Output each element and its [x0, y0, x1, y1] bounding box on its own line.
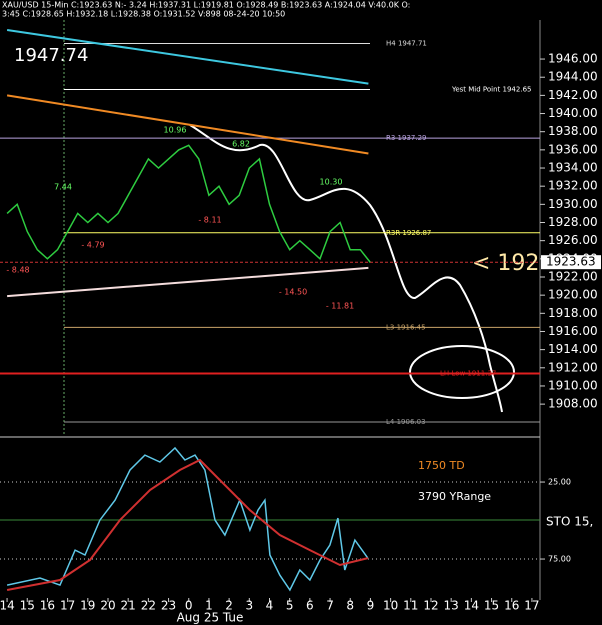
candle-annotation: - 8.48: [6, 266, 29, 275]
x-tick-label: 10: [383, 599, 398, 613]
x-tick-label: 22: [141, 599, 156, 613]
candle-annotation: 10.96: [164, 126, 187, 135]
x-tick-label: 15: [20, 599, 35, 613]
x-tick-label: 4: [266, 599, 274, 613]
y-tick-label: 1928.00: [548, 215, 598, 229]
x-tick-label: 17: [60, 599, 75, 613]
note: 3790 YRange: [418, 490, 491, 503]
level-label: L3 1916.45: [386, 323, 426, 331]
x-tick-label: 14: [464, 599, 479, 613]
series-line: [6, 144, 371, 263]
level-label: H4 1947.71: [386, 40, 427, 48]
candle-annotation: - 8.11: [198, 216, 221, 225]
y-tick-label: 1914.00: [548, 342, 598, 356]
x-tick-label: 5: [286, 599, 294, 613]
y-tick-label: 1912.00: [548, 360, 598, 374]
x-tick-label: 11: [403, 599, 418, 613]
projection-drawing: [189, 124, 503, 413]
y-tick-label: 1918.00: [548, 306, 598, 320]
x-tick-label: 17: [524, 599, 539, 613]
level-label: R3R 1926.87: [386, 229, 431, 237]
level-label: L4 1906.03: [386, 418, 426, 426]
x-tick-label: 0: [185, 599, 193, 613]
x-tick-label: 23: [161, 599, 176, 613]
header-line: XAU/USD 15-Min C:1923.63 N:- 3.24 H:1937…: [2, 1, 410, 10]
x-tick-label: 1: [205, 599, 213, 613]
y-tick-label: 1942.00: [548, 88, 598, 102]
x-tick-label: 7: [326, 599, 334, 613]
series-line: [6, 94, 369, 155]
series-line: [7, 266, 369, 298]
y-tick-label: 1926.00: [548, 233, 598, 247]
note: 1750 TD: [418, 459, 465, 472]
y-tick-label: 1930.00: [548, 197, 598, 211]
y-tick-label: 75.00: [548, 555, 571, 564]
price-box: [541, 255, 601, 270]
candle-annotation: - 4.79: [81, 241, 104, 250]
x-tick-label: 15: [484, 599, 499, 613]
x-tick-label: 3: [245, 599, 253, 613]
level-label: Yest Mid Point 1942.65: [451, 85, 531, 93]
y-tick-label: 1946.00: [548, 52, 598, 66]
candle-annotation: - 11.81: [326, 302, 354, 311]
x-tick-label: 12: [423, 599, 438, 613]
y-tick-label: 1936.00: [548, 142, 598, 156]
x-tick-label: 14: [0, 599, 15, 613]
candle-annotation: - 14.50: [279, 288, 307, 297]
series-line: [6, 446, 369, 592]
x-tick-label: 6: [306, 599, 314, 613]
toolbar: [0, 0, 602, 18]
y-tick-label: 1938.00: [548, 124, 598, 138]
y-tick-label: 1916.00: [548, 324, 598, 338]
highlight-circle: [409, 345, 515, 399]
axis-label: STO 15,: [546, 515, 593, 529]
price-label: 1923.63: [546, 255, 596, 269]
x-tick-label: 8: [346, 599, 354, 613]
x-tick-label: 16: [40, 599, 55, 613]
x-tick-label: 13: [444, 599, 459, 613]
date-label: Aug 25 Tue: [177, 611, 244, 625]
y-tick-label: 1940.00: [548, 106, 598, 120]
y-tick-label: 1922.00: [548, 269, 598, 283]
x-tick-label: 19: [80, 599, 95, 613]
y-tick-label: 1932.00: [548, 179, 598, 193]
series-line: [6, 29, 369, 85]
x-tick-label: 9: [367, 599, 375, 613]
level-label: R3 1937.29: [386, 134, 427, 142]
y-tick-label: 1944.00: [548, 70, 598, 84]
level-label: LH Low 1911.37: [440, 370, 496, 378]
x-tick-label: 2: [225, 599, 233, 613]
header-line: 3:45 C:1928.65 H:1932.18 L:1928.38 O:193…: [2, 10, 285, 19]
y-tick-label: 1908.00: [548, 397, 598, 411]
high-label: 1947.74: [14, 45, 88, 66]
candle-annotation: 7.44: [54, 183, 72, 192]
y-tick-label: 25.00: [548, 478, 571, 487]
x-tick-label: 20: [100, 599, 115, 613]
y-tick-label: 1910.00: [548, 378, 598, 392]
candle-annotation: 6.82: [232, 140, 250, 149]
series-line: [6, 458, 369, 591]
y-tick-label: 1934.00: [548, 161, 598, 175]
x-tick-label: 16: [504, 599, 519, 613]
x-tick-label: 21: [121, 599, 136, 613]
price-arrow: < 192: [472, 251, 539, 276]
candle-annotation: 10.30: [320, 178, 343, 187]
y-tick-label: 1920.00: [548, 288, 598, 302]
